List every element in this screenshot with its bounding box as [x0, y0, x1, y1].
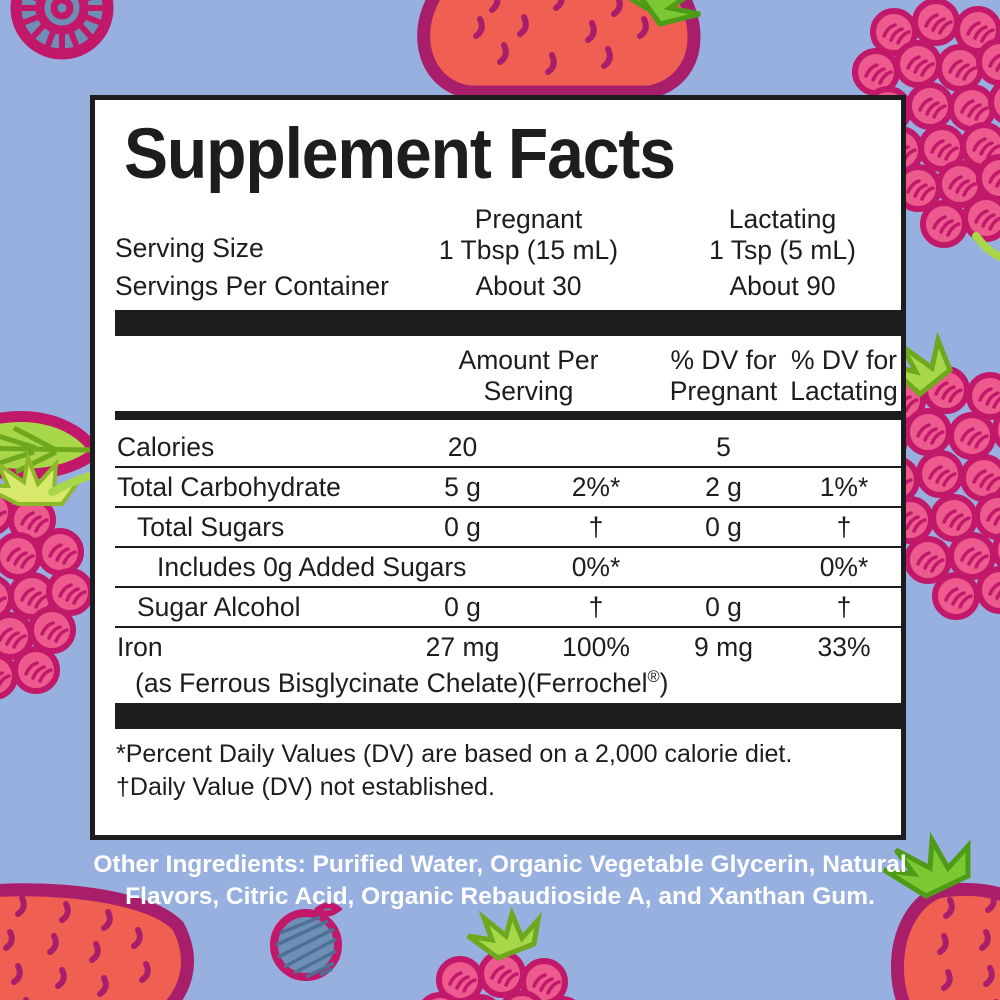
nutrient-name: Total Sugars — [115, 507, 395, 549]
table-row: Total Sugars 0 g † 0 g † — [115, 507, 903, 549]
other-ingredients-line1: Other Ingredients: Purified Water, Organ… — [93, 851, 907, 878]
iron-source-text: (as Ferrous Bisglycinate Chelate)(Ferroc… — [135, 667, 648, 698]
serving-size-lactating: Lactating 1 Tsp (5 mL) — [662, 204, 903, 267]
iron-source-close-paren: ) — [659, 667, 669, 698]
nutrient-dv-pregnant — [530, 428, 662, 469]
amount-header-line1: Amount Per — [458, 344, 599, 375]
servings-per-container-lactating: About 90 — [729, 270, 836, 301]
column-header-amount: Amount Per Serving — [395, 345, 662, 409]
nutrient-dv-pregnant: † — [530, 507, 662, 549]
other-ingredients: Other Ingredients: Purified Water, Organ… — [0, 849, 1000, 914]
lactating-header: Lactating — [728, 204, 837, 234]
column-header-dv-lactating: % DV for Lactating — [785, 345, 903, 409]
column-header-spacer — [115, 345, 395, 409]
nutrient-amount-lactating: 9 mg — [694, 632, 753, 663]
nutrient-name: Total Carbohydrate — [115, 467, 395, 509]
raspberry-bottom-center — [419, 906, 583, 1000]
panel-title: Supplement Facts — [124, 115, 676, 194]
column-headers-table: Amount Per Serving % DV for Pregnant % D… — [115, 345, 903, 409]
nutrient-amount-pregnant: 0 g — [395, 507, 530, 549]
leaf-left-mid — [0, 411, 104, 480]
nutrient-name: Includes 0g Added Sugars — [115, 547, 466, 589]
blueberry-bottom-center — [270, 902, 343, 981]
amount-header-line2: Serving — [483, 376, 574, 407]
column-header-dv-pregnant: % DV for Pregnant — [662, 345, 785, 409]
nutrient-dv-pregnant: 2%* — [530, 467, 662, 509]
table-row: Total Carbohydrate 5 g 2%* 2 g 1%* — [115, 467, 903, 509]
nutrient-dv-lactating: † — [785, 587, 903, 629]
nutrient-amount-pregnant: 20 — [395, 428, 530, 469]
table-row: Includes 0g Added Sugars 0%* 0%* — [115, 547, 903, 589]
strawberry-bottom-right — [882, 831, 1000, 1000]
nutrient-dv-pregnant: 0%* — [530, 547, 662, 589]
divider-mid — [115, 411, 903, 421]
servings-per-container-row: Servings Per Container About 30 About 90 — [115, 267, 903, 305]
nutrient-amount-pregnant — [395, 547, 530, 589]
footnote-daily-values: *Percent Daily Values (DV) are based on … — [116, 740, 793, 769]
nutrient-name: Sugar Alcohol — [115, 587, 395, 629]
nutrient-amount-lactating: 2 g — [662, 467, 785, 509]
serving-size-label: Serving Size — [115, 232, 264, 263]
table-row: Sugar Alcohol 0 g † 0 g † — [115, 587, 903, 629]
iron-source-line: (as Ferrous Bisglycinate Chelate)(Ferroc… — [113, 668, 883, 698]
serving-size-pregnant: Pregnant 1 Tbsp (15 mL) — [395, 204, 662, 267]
footnote-dv-not-established: †Daily Value (DV) not established. — [116, 773, 495, 802]
other-ingredients-line2: Flavors, Citric Acid, Organic Rebaudiosi… — [125, 883, 875, 911]
nutrient-dv-lactating: 0%* — [785, 547, 903, 589]
registered-trademark-icon: ® — [647, 668, 660, 687]
nutrient-amount-lactating — [662, 547, 785, 589]
nutrient-dv-pregnant: † — [530, 587, 662, 629]
pregnant-header: Pregnant — [474, 204, 583, 234]
nutrient-amount-pregnant: 5 g — [395, 467, 530, 509]
servings-per-container-pregnant: About 30 — [475, 270, 582, 301]
nutrient-amount-lactating: 0 g — [662, 507, 785, 549]
serving-info-table: Serving Size Pregnant 1 Tbsp (15 mL) Lac… — [115, 204, 903, 305]
strawberry-top-center — [417, 0, 701, 99]
nutrient-amount-pregnant: 27 mg — [425, 632, 500, 663]
servings-per-container-label: Servings Per Container — [115, 270, 389, 301]
pregnant-serving-size: 1 Tbsp (15 mL) — [438, 235, 619, 266]
table-row: Calories 20 5 — [115, 428, 903, 469]
dv-lactating-line2: Lactating — [790, 376, 898, 407]
dv-lactating-line1: % DV for — [790, 344, 898, 375]
raspberry-top-right — [855, 1, 1000, 262]
nutrient-name: Calories — [115, 428, 395, 469]
divider-thick-bottom — [115, 703, 903, 730]
nutrient-amount-lactating: 0 g — [662, 587, 785, 629]
nutrient-name: Iron — [117, 632, 163, 663]
nutrient-dv-lactating: 1%* — [785, 467, 903, 509]
dv-pregnant-line1: % DV for — [670, 344, 777, 375]
serving-size-row: Serving Size Pregnant 1 Tbsp (15 mL) Lac… — [115, 204, 903, 267]
strawberry-bottom-left — [0, 883, 194, 1000]
nutrient-dv-lactating: † — [785, 507, 903, 549]
nutrient-amount-pregnant: 0 g — [395, 587, 530, 629]
dv-pregnant-line2: Pregnant — [669, 376, 778, 407]
table-row: Iron 27 mg 100% 9 mg 33% — [115, 627, 903, 666]
nutrient-dv-lactating: 33% — [817, 632, 871, 663]
nutrient-dv-pregnant: 100% — [562, 632, 630, 663]
lactating-serving-size: 1 Tsp (5 mL) — [709, 235, 856, 266]
berry-top-left — [10, 0, 114, 60]
divider-thick-top — [115, 309, 903, 336]
supplement-facts-panel: Supplement Facts Serving Size Pregnant 1… — [90, 95, 906, 840]
nutrients-table: Calories 20 5 Total Carbohydrate 5 g 2%*… — [115, 428, 903, 666]
nutrient-dv-lactating — [785, 428, 903, 469]
footnotes: *Percent Daily Values (DV) are based on … — [116, 738, 883, 805]
nutrient-amount-lactating: 5 — [662, 428, 785, 469]
